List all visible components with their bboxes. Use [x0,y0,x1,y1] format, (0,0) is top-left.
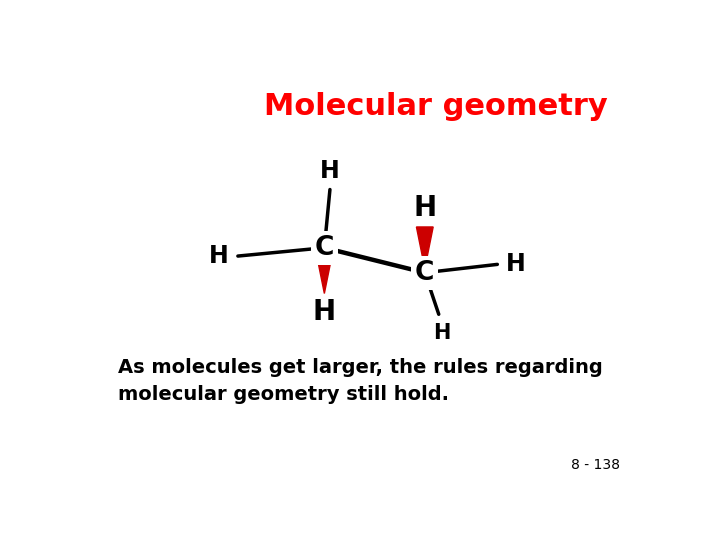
Polygon shape [416,227,433,268]
Text: H: H [413,194,436,222]
Text: H: H [320,159,340,183]
Text: C: C [315,235,334,261]
Text: H: H [209,244,228,268]
Text: H: H [312,298,336,326]
Text: H: H [433,323,450,343]
Polygon shape [316,252,333,293]
Text: As molecules get larger, the rules regarding
molecular geometry still hold.: As molecules get larger, the rules regar… [118,358,603,403]
Text: H: H [506,252,526,276]
Text: Molecular geometry: Molecular geometry [264,92,608,121]
Text: C: C [415,260,434,286]
Text: 8 - 138: 8 - 138 [571,458,620,472]
